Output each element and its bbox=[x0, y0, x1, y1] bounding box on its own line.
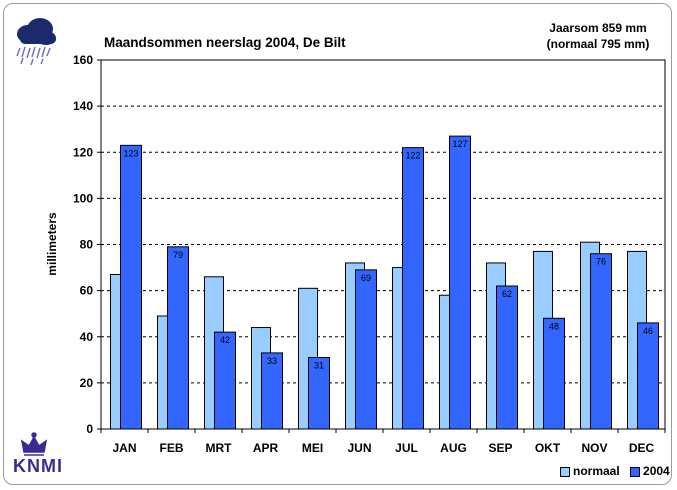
x-tick-label: APR bbox=[253, 441, 279, 455]
data-label-2004: 127 bbox=[452, 139, 467, 149]
x-tick-label: NOV bbox=[581, 441, 607, 455]
legend-swatch-normaal bbox=[560, 466, 570, 477]
data-label-2004: 122 bbox=[405, 151, 420, 161]
legend-swatch-2004 bbox=[630, 466, 641, 477]
bar-2004 bbox=[637, 322, 659, 430]
y-axis-label: millimeters bbox=[45, 212, 59, 276]
y-tick-label: 60 bbox=[80, 284, 94, 298]
y-tick-label: 140 bbox=[73, 99, 93, 113]
x-tick-label: OKT bbox=[535, 441, 561, 455]
legend-label-normaal: normaal bbox=[573, 464, 620, 478]
annual-total: Jaarsom 859 mm (normaal 795 mm) bbox=[538, 20, 658, 52]
annual-total-line: Jaarsom 859 mm bbox=[549, 21, 647, 35]
y-tick-label: 40 bbox=[80, 330, 94, 344]
data-label-2004: 48 bbox=[549, 321, 559, 331]
legend-item-2004: 2004 bbox=[630, 464, 670, 478]
y-tick-label: 20 bbox=[80, 376, 94, 390]
bar-2004 bbox=[120, 144, 142, 430]
legend-item-normaal: normaal bbox=[560, 464, 620, 478]
data-label-2004: 123 bbox=[123, 148, 138, 158]
x-tick-label: SEP bbox=[488, 441, 512, 455]
bar-2004 bbox=[261, 352, 283, 430]
y-tick-label: 100 bbox=[73, 191, 93, 205]
rain-cloud-icon bbox=[16, 18, 56, 66]
bar-2004 bbox=[449, 135, 471, 430]
y-tick-label: 0 bbox=[86, 422, 93, 436]
data-label-2004: 33 bbox=[267, 356, 277, 366]
y-tick-label: 80 bbox=[80, 238, 94, 252]
knmi-logo-text: KNMI bbox=[13, 456, 63, 476]
legend-label-2004: 2004 bbox=[643, 464, 670, 478]
x-tick-label: JUN bbox=[347, 441, 371, 455]
data-label-2004: 46 bbox=[643, 326, 653, 336]
data-label-2004: 31 bbox=[314, 361, 324, 371]
legend: normaal 2004 bbox=[560, 464, 677, 478]
bar-2004 bbox=[355, 269, 377, 430]
x-tick-label: FEB bbox=[160, 441, 184, 455]
bar-2004 bbox=[590, 253, 612, 430]
x-tick-label: MRT bbox=[206, 441, 233, 455]
bar-2004 bbox=[167, 246, 189, 430]
y-tick-label: 120 bbox=[73, 145, 93, 159]
bar-2004 bbox=[496, 285, 518, 430]
data-label-2004: 79 bbox=[173, 250, 183, 260]
x-tick-label: AUG bbox=[440, 441, 467, 455]
bar-2004 bbox=[214, 331, 236, 430]
x-tick-label: JUL bbox=[395, 441, 418, 455]
data-label-2004: 42 bbox=[220, 335, 230, 345]
x-tick-label: JAN bbox=[112, 441, 136, 455]
data-label-2004: 62 bbox=[502, 289, 512, 299]
bar-2004 bbox=[308, 357, 330, 430]
x-tick-label: DEC bbox=[629, 441, 655, 455]
chart-title: Maandsommen neerslag 2004, De Bilt bbox=[104, 35, 346, 50]
y-tick-label: 160 bbox=[73, 53, 93, 67]
crown-icon bbox=[20, 432, 48, 456]
data-label-2004: 76 bbox=[596, 257, 606, 267]
bar-2004 bbox=[402, 147, 424, 430]
data-label-2004: 69 bbox=[361, 273, 371, 283]
x-tick-label: MEI bbox=[302, 441, 323, 455]
bar-2004 bbox=[543, 317, 565, 430]
annual-normal-line: (normaal 795 mm) bbox=[546, 37, 650, 51]
